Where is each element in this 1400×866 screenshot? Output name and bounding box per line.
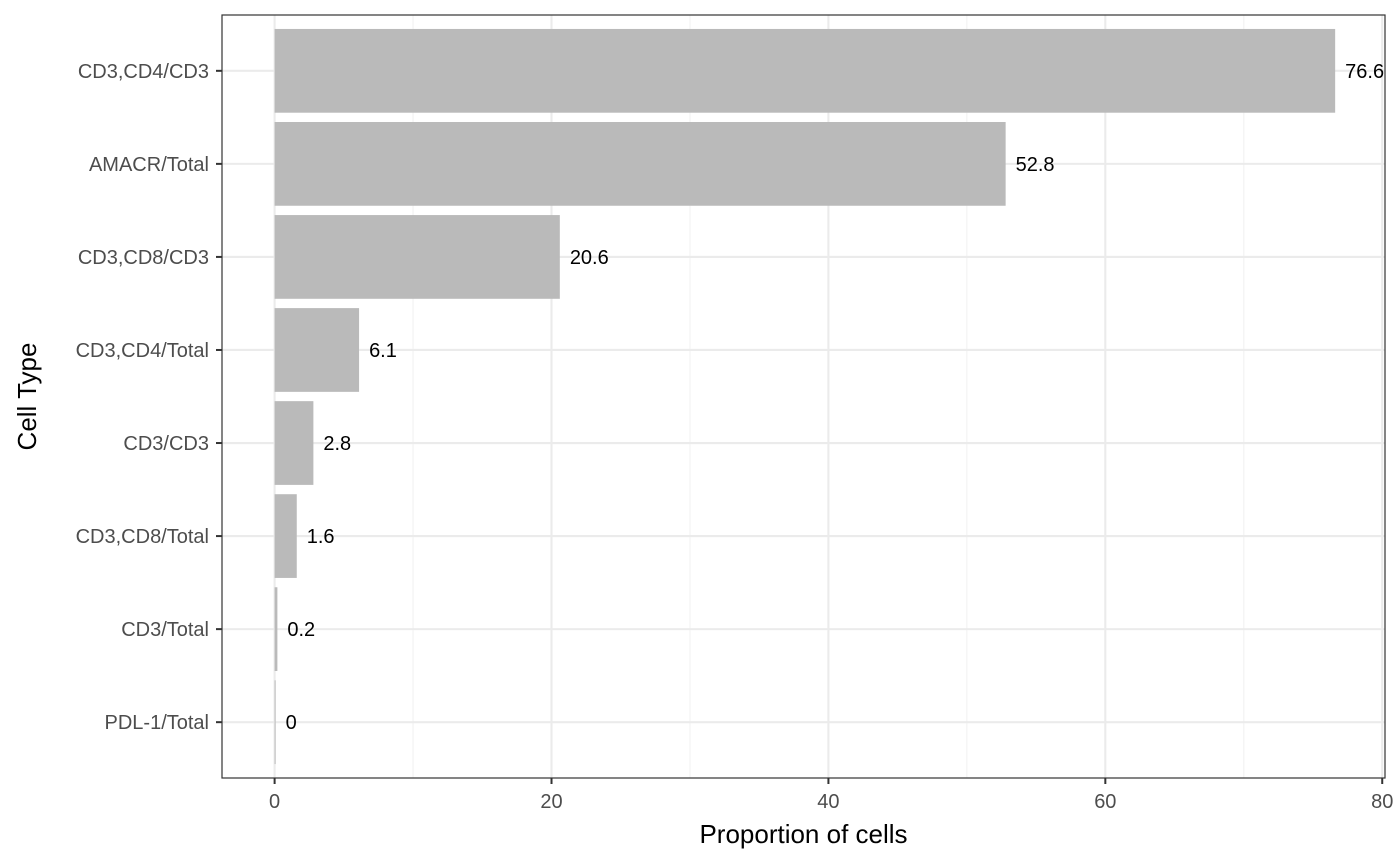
- y-tick-label: CD3,CD4/CD3: [78, 61, 209, 83]
- y-tick-label: CD3,CD8/CD3: [78, 247, 209, 269]
- y-axis: CD3,CD4/CD3 AMACR/Total CD3,CD8/CD3 CD3,CD4…: [76, 61, 222, 734]
- bar: [274, 401, 314, 485]
- panel-border: [221, 14, 1386, 779]
- y-tick-label: CD3,CD8/Total: [76, 526, 209, 548]
- bar: [274, 122, 1006, 206]
- x-axis: 0 20 40 60 80: [269, 778, 1393, 813]
- data-label: 2.8: [323, 433, 351, 455]
- data-label: 20.6: [570, 247, 609, 269]
- x-tick-label: 80: [1371, 791, 1393, 813]
- bar: [274, 308, 360, 392]
- bar: [274, 28, 1336, 113]
- bar: [274, 680, 276, 765]
- x-axis-title: Proportion of cells: [699, 819, 907, 849]
- y-tick-label: CD3/CD3: [123, 433, 209, 455]
- x-tick-label: 20: [540, 791, 562, 813]
- y-axis-title: Cell Type: [12, 343, 42, 451]
- bar: [274, 215, 560, 299]
- y-tick-label: PDL-1/Total: [105, 712, 210, 734]
- data-label: 0: [286, 712, 297, 734]
- bars: [274, 28, 1336, 765]
- bar: [274, 494, 297, 578]
- x-tick-label: 60: [1094, 791, 1116, 813]
- data-labels: 76.6 52.8 20.6 6.1 2.8 1.6 0.2 0: [286, 61, 1384, 734]
- data-label: 76.6: [1345, 61, 1384, 83]
- y-tick-label: AMACR/Total: [89, 154, 209, 176]
- x-tick-label: 0: [269, 791, 280, 813]
- data-label: 52.8: [1016, 154, 1055, 176]
- data-label: 1.6: [307, 526, 335, 548]
- data-label: 0.2: [287, 619, 315, 641]
- y-tick-label: CD3/Total: [121, 619, 209, 641]
- y-tick-label: CD3,CD4/Total: [76, 340, 209, 362]
- x-tick-label: 40: [817, 791, 839, 813]
- data-label: 6.1: [369, 340, 397, 362]
- bar: [274, 587, 278, 671]
